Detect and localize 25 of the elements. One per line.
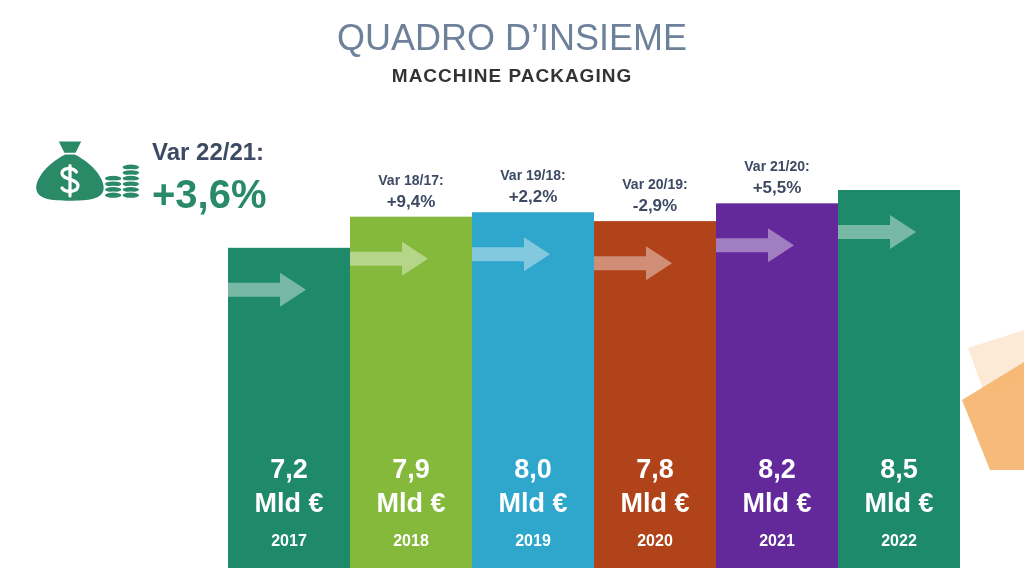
bar <box>594 221 716 568</box>
x-tick-label: 2021 <box>759 532 795 549</box>
annotation: Var 21/20: +5,5% <box>744 158 810 198</box>
annotation: Var 20/19: -2,9% <box>622 176 688 216</box>
x-tick-label: 2022 <box>881 532 917 549</box>
bar <box>350 216 472 568</box>
bar <box>472 212 594 568</box>
x-tick-label: 2020 <box>637 532 673 549</box>
bar <box>716 203 838 568</box>
x-tick-label: 2017 <box>271 532 307 549</box>
data-label: 8,0 Mld € <box>498 454 568 518</box>
annotation: Var 22/21: +3,6% <box>152 138 267 216</box>
bar <box>838 190 960 568</box>
chart-title: QUADRO D’INSIEME <box>336 17 688 58</box>
bar <box>228 247 350 568</box>
data-label: 7,2 Mld € <box>254 454 324 518</box>
data-label: 7,9 Mld € <box>376 454 446 518</box>
data-label: 7,8 Mld € <box>620 454 690 518</box>
x-tick-label: 2019 <box>515 532 551 549</box>
annotation: Var 18/17: +9,4% <box>378 171 444 211</box>
annotation: Var 19/18: +2,2% <box>500 167 566 207</box>
x-tick-label: 2018 <box>393 532 429 549</box>
data-label: 8,2 Mld € <box>742 454 812 518</box>
data-label: 8,5 Mld € <box>864 454 934 518</box>
chart-subtitle: MACCHINE PACKAGING <box>391 65 633 86</box>
